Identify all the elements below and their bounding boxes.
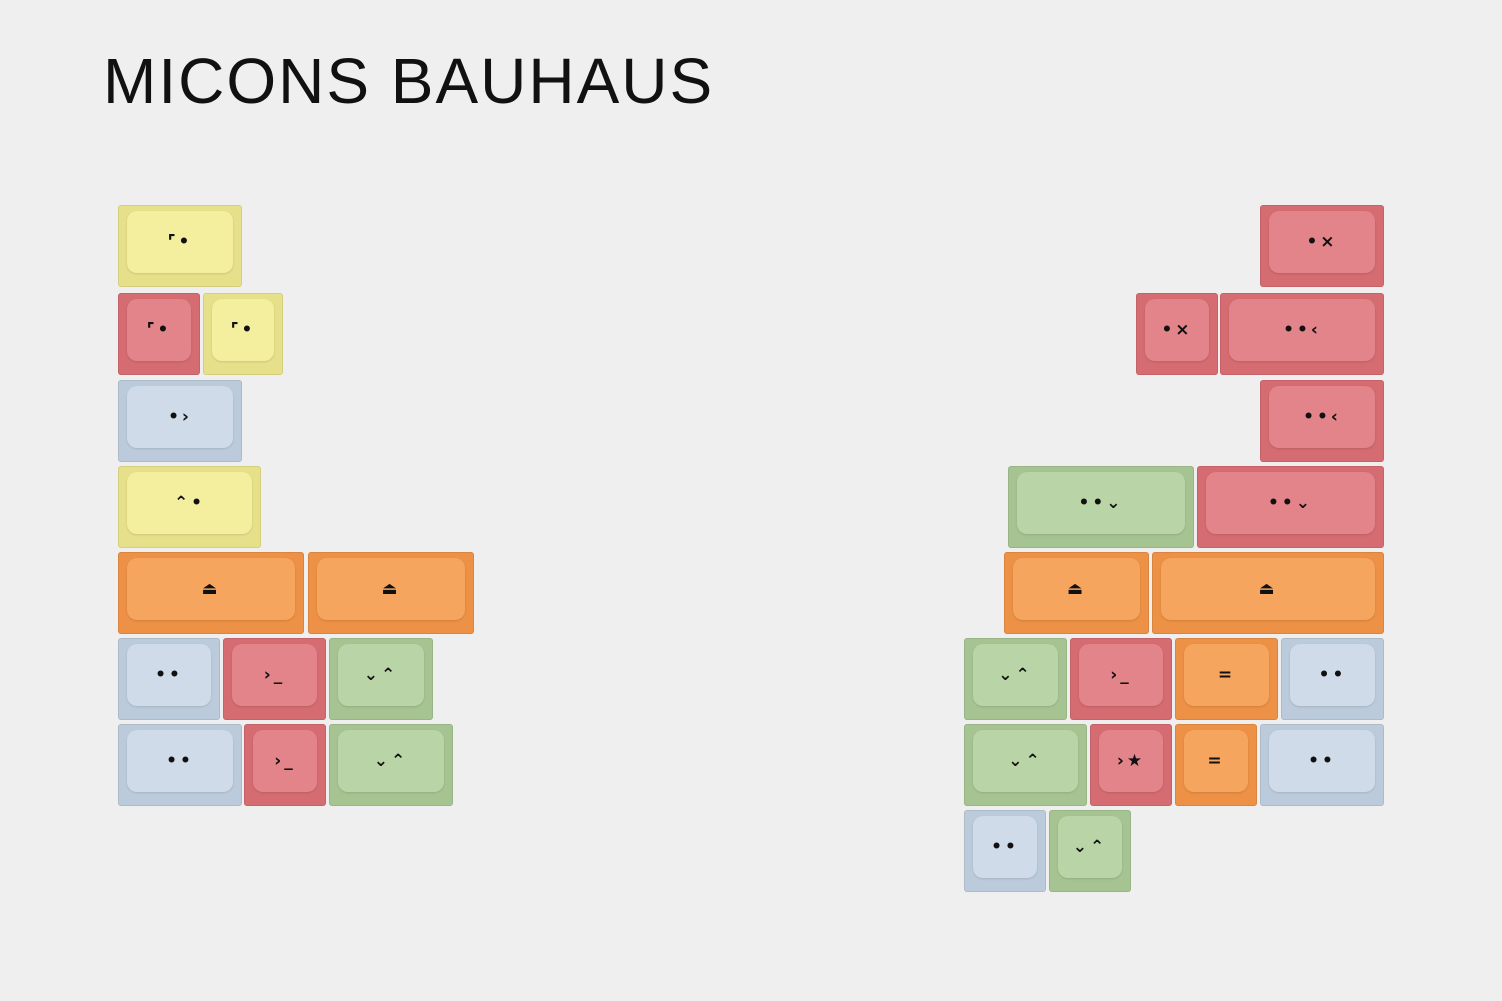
keycap-top: •× xyxy=(1145,299,1209,361)
keycap: ›_ xyxy=(244,724,326,806)
keycap: ⌜• xyxy=(118,293,200,375)
keycap: ⌃• xyxy=(118,466,261,548)
keycap: ••⌄ xyxy=(1197,466,1384,548)
keycap: ⏏ xyxy=(118,552,304,634)
keycap-top: ⏏ xyxy=(1013,558,1140,620)
key-legend: ›★ xyxy=(1116,751,1146,771)
key-legend: ›_ xyxy=(1110,665,1132,685)
keycap-top: ••‹ xyxy=(1269,386,1375,448)
keycap-top: •× xyxy=(1269,211,1375,273)
keycap: •› xyxy=(118,380,242,462)
keycap-top: ›★ xyxy=(1099,730,1163,792)
key-legend: ⏏ xyxy=(1066,579,1087,599)
key-legend: •• xyxy=(166,751,194,771)
keycap-top: •• xyxy=(127,730,233,792)
key-legend: ⌃• xyxy=(173,493,206,513)
keycap-top: •› xyxy=(127,386,233,448)
keycap: ⏏ xyxy=(308,552,474,634)
keycap-top: ⌄⌃ xyxy=(338,644,424,706)
keycap: •• xyxy=(118,724,242,806)
key-legend: ⌄⌃ xyxy=(1072,837,1108,857)
keycap: ›★ xyxy=(1090,724,1172,806)
keycap: ••‹ xyxy=(1220,293,1384,375)
keycap: ⌄⌃ xyxy=(329,724,453,806)
keycap-top: ••⌄ xyxy=(1017,472,1185,534)
key-legend: ••‹ xyxy=(1303,407,1341,427)
keycap-top: ⌜• xyxy=(127,299,191,361)
key-legend: ••⌄ xyxy=(1268,493,1313,513)
key-legend: •• xyxy=(991,837,1019,857)
keycap: •• xyxy=(118,638,220,720)
keycap-top: = xyxy=(1184,644,1269,706)
keycap: ⌄⌃ xyxy=(964,638,1067,720)
key-legend: ⌄⌃ xyxy=(1008,751,1043,771)
keycap-top: ⏏ xyxy=(127,558,295,620)
key-legend: •× xyxy=(1161,320,1193,340)
keycap: ⌄⌃ xyxy=(329,638,433,720)
key-legend: = xyxy=(1217,665,1236,685)
key-legend: •• xyxy=(1318,665,1347,685)
key-legend: ⏏ xyxy=(1258,579,1278,599)
key-legend: ⌄⌃ xyxy=(363,665,399,685)
keycap: •• xyxy=(1281,638,1384,720)
keycap: •• xyxy=(964,810,1046,892)
keycap-top: ⌄⌃ xyxy=(1058,816,1122,878)
key-legend: ›_ xyxy=(274,751,296,771)
key-legend: = xyxy=(1207,751,1225,771)
keycap-top: ⌜• xyxy=(127,211,233,273)
key-legend: ⌄⌃ xyxy=(373,751,409,771)
keycap-top: •• xyxy=(973,816,1037,878)
key-legend: ••‹ xyxy=(1283,320,1321,340)
keycap: •• xyxy=(1260,724,1384,806)
title: MICONS BAUHAUS xyxy=(103,45,715,117)
key-legend: ⌄⌃ xyxy=(998,665,1033,685)
keycap-top: ⌄⌃ xyxy=(973,644,1058,706)
keycap-top: ⌄⌃ xyxy=(973,730,1078,792)
key-legend: •• xyxy=(1308,751,1336,771)
keycap: ••⌄ xyxy=(1008,466,1194,548)
key-legend: •• xyxy=(155,665,183,685)
keycap-top: = xyxy=(1184,730,1248,792)
keycap-top: ›_ xyxy=(1079,644,1163,706)
keycap: ›_ xyxy=(1070,638,1172,720)
keycap-top: ⌃• xyxy=(127,472,252,534)
keycap: ⌄⌃ xyxy=(964,724,1087,806)
keycap: •× xyxy=(1136,293,1218,375)
keycap-top: •• xyxy=(127,644,211,706)
keycap-top: ••⌄ xyxy=(1206,472,1375,534)
keycap: ⌜• xyxy=(118,205,242,287)
key-legend: ⌜• xyxy=(146,320,172,340)
keycap-top: ›_ xyxy=(253,730,317,792)
key-legend: ⏏ xyxy=(381,579,401,599)
keycap: ⏏ xyxy=(1004,552,1149,634)
keycap-top: •• xyxy=(1269,730,1375,792)
keycap-top: ›_ xyxy=(232,644,317,706)
keycap: •× xyxy=(1260,205,1384,287)
keycap: ⏏ xyxy=(1152,552,1384,634)
keycap: ⌜• xyxy=(203,293,283,375)
keycap: ›_ xyxy=(223,638,326,720)
key-legend: ••⌄ xyxy=(1078,493,1124,513)
keycap-top: ⏏ xyxy=(317,558,465,620)
keycap: = xyxy=(1175,638,1278,720)
keycap-top: •• xyxy=(1290,644,1375,706)
key-legend: ›_ xyxy=(263,665,286,685)
keycap-top: ⌄⌃ xyxy=(338,730,444,792)
keycap: = xyxy=(1175,724,1257,806)
key-legend: ⏏ xyxy=(201,579,221,599)
key-legend: •× xyxy=(1306,232,1338,252)
keycap-top: ⌜• xyxy=(212,299,274,361)
keycap-top: ⏏ xyxy=(1161,558,1375,620)
keycap-top: ••‹ xyxy=(1229,299,1375,361)
key-legend: •› xyxy=(168,407,192,427)
keycap: ⌄⌃ xyxy=(1049,810,1131,892)
keycap: ••‹ xyxy=(1260,380,1384,462)
key-legend: ⌜• xyxy=(230,320,256,340)
key-legend: ⌜• xyxy=(167,232,193,252)
